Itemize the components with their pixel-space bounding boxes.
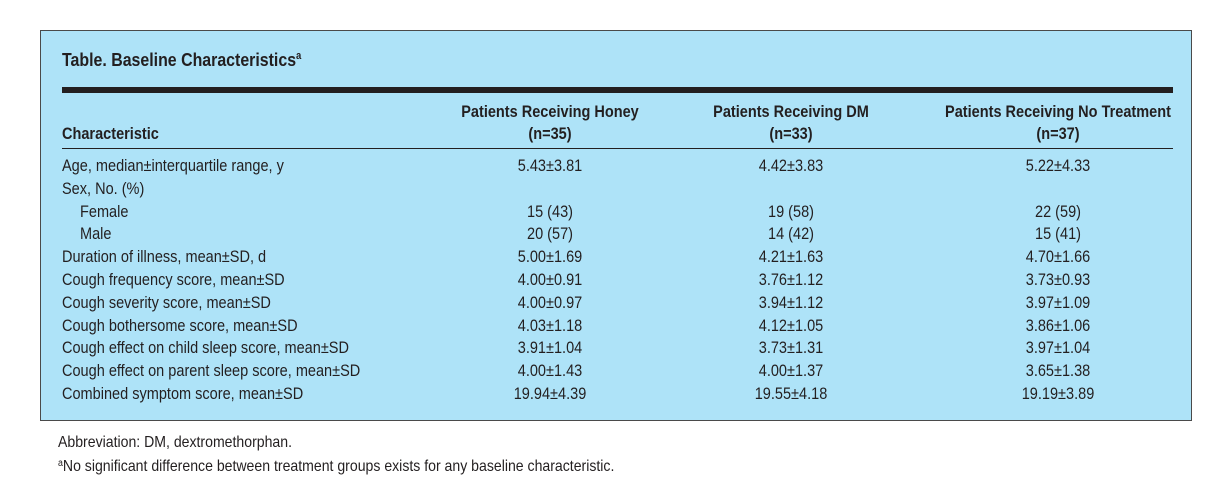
row-label: Duration of illness, mean±SD, d <box>62 248 267 267</box>
row-value: 19.55±4.18 <box>754 384 828 403</box>
column-header-dm: Patients Receiving DM (n=33) <box>671 101 911 145</box>
table-row: Cough frequency score, mean±SD 4.00±0.91 3… <box>41 269 1191 292</box>
header-top-rule <box>62 87 1173 93</box>
table-footnotes: Abbreviation: DM, dextromethorphan. aNo … <box>58 432 614 477</box>
column-header-no-treatment-n: (n=37) <box>1036 125 1080 143</box>
table-panel: Table. Baseline Characteristicsa Charact… <box>40 30 1192 421</box>
table-row: Cough effect on child sleep score, mean±… <box>41 337 1191 360</box>
table-title: Table. Baseline Characteristicsa <box>62 49 301 71</box>
table-row: Female 15 (43) 19 (58) 22 (59) <box>41 201 1191 224</box>
significance-note: aNo significant difference between treat… <box>58 453 614 477</box>
table-row: Sex, No. (%) <box>41 178 1191 201</box>
table-row: Cough severity score, mean±SD 4.00±0.97 3.… <box>41 292 1191 315</box>
row-value: 15 (41) <box>1034 225 1082 244</box>
table-row: Age, median±interquartile range, y 5.43±3… <box>41 155 1191 178</box>
row-value: 19 (58) <box>767 202 815 221</box>
column-header-honey-n: (n=35) <box>528 125 572 143</box>
row-value: 4.00±0.91 <box>517 270 583 289</box>
row-value: 20 (57) <box>526 225 574 244</box>
row-value: 19.94±4.39 <box>513 384 587 403</box>
row-value: 4.00±1.43 <box>517 362 583 381</box>
significance-note-text: No significant difference between treatm… <box>62 458 615 475</box>
row-value: 4.12±1.05 <box>758 316 824 335</box>
table-title-text: Table. Baseline Characteristics <box>62 49 297 70</box>
row-value: 19.19±3.89 <box>1021 384 1095 403</box>
significance-note-marker: a <box>58 458 63 469</box>
table-row: Cough bothersome score, mean±SD 4.03±1.18… <box>41 315 1191 338</box>
row-label: Male <box>80 225 112 244</box>
row-value: 4.70±1.66 <box>1025 248 1091 267</box>
column-header-characteristic: Characteristic <box>62 125 159 143</box>
row-label: Combined symptom score, mean±SD <box>62 384 304 403</box>
row-label: Sex, No. (%) <box>62 179 145 198</box>
row-value: 3.97±1.04 <box>1025 339 1091 358</box>
row-label: Cough effect on child sleep score, mean±… <box>62 339 349 358</box>
row-value: 3.76±1.12 <box>758 270 824 289</box>
row-value: 3.94±1.12 <box>758 293 824 312</box>
column-header-no-treatment-label: Patients Receiving No Treatment <box>945 103 1171 121</box>
row-label: Cough bothersome score, mean±SD <box>62 316 298 335</box>
row-value: 4.21±1.63 <box>758 248 824 267</box>
column-header-dm-label: Patients Receiving DM <box>713 103 869 121</box>
column-header-honey-label: Patients Receiving Honey <box>461 103 639 121</box>
row-label: Age, median±interquartile range, y <box>62 157 284 175</box>
row-value: 5.22±4.33 <box>1025 157 1091 175</box>
table-body: Age, median±interquartile range, y 5.43±3… <box>41 155 1191 406</box>
row-value: 4.00±1.37 <box>758 362 824 381</box>
column-header-no-treatment: Patients Receiving No Treatment (n=37) <box>918 101 1198 145</box>
row-value: 4.42±3.83 <box>758 157 824 175</box>
abbreviation-note: Abbreviation: DM, dextromethorphan. <box>58 434 293 451</box>
row-value: 3.86±1.06 <box>1025 316 1091 335</box>
row-value: 4.00±0.97 <box>517 293 583 312</box>
table-row: Cough effect on parent sleep score, mean… <box>41 360 1191 383</box>
row-value: 3.73±1.31 <box>758 339 824 358</box>
header-bottom-rule <box>62 148 1173 149</box>
row-value: 3.73±0.93 <box>1025 270 1091 289</box>
table-row: Male 20 (57) 14 (42) 15 (41) <box>41 223 1191 246</box>
row-value: 5.00±1.69 <box>517 248 583 267</box>
row-label: Cough frequency score, mean±SD <box>62 270 285 289</box>
column-header-honey: Patients Receiving Honey (n=35) <box>430 101 670 145</box>
row-value: 22 (59) <box>1034 202 1082 221</box>
row-value: 3.97±1.09 <box>1025 293 1091 312</box>
row-value: 3.91±1.04 <box>517 339 583 358</box>
table-row: Duration of illness, mean±SD, d 5.00±1.69… <box>41 246 1191 269</box>
row-value: 15 (43) <box>526 202 574 221</box>
row-label: Cough effect on parent sleep score, mean… <box>62 362 361 381</box>
title-footnote-marker: a <box>296 50 302 62</box>
row-value: 14 (42) <box>767 225 815 244</box>
row-label: Female <box>80 202 129 221</box>
row-value: 5.43±3.81 <box>517 157 583 175</box>
row-value: 3.65±1.38 <box>1025 362 1091 381</box>
row-value: 4.03±1.18 <box>517 316 583 335</box>
table-row: Combined symptom score, mean±SD 19.94±4.3… <box>41 383 1191 406</box>
row-label: Cough severity score, mean±SD <box>62 293 271 312</box>
column-header-dm-n: (n=33) <box>769 125 813 143</box>
